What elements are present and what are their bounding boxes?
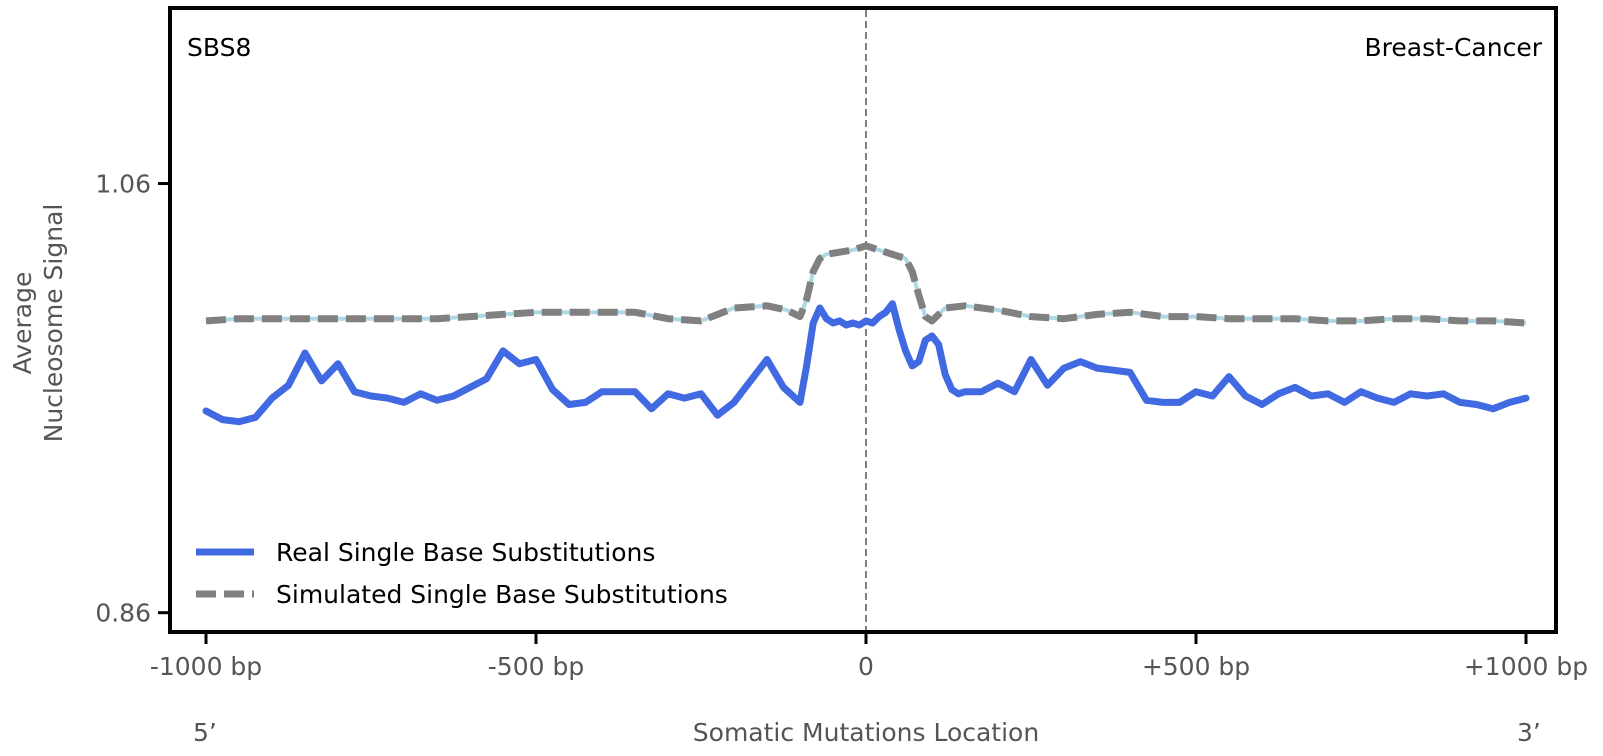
signature-label: SBS8 <box>187 33 251 62</box>
simulated-series-line <box>205 242 1527 327</box>
cancer-type-label: Breast-Cancer <box>1365 33 1543 62</box>
y-tick-label: 1.06 <box>95 170 151 199</box>
x-tick-label: -1000 bp <box>150 652 262 681</box>
five-prime-label: 5’ <box>193 718 217 747</box>
real-series-line <box>202 300 1530 426</box>
three-prime-label: 3’ <box>1517 718 1541 747</box>
x-axis-title: Somatic Mutations Location <box>693 718 1039 747</box>
legend-real-label: Real Single Base Substitutions <box>276 538 655 567</box>
y-tick-label: 0.86 <box>95 599 151 628</box>
y-axis-title-line2: Nucleosome Signal <box>39 204 68 443</box>
x-tick-label: 0 <box>858 652 874 681</box>
x-tick-label: -500 bp <box>488 652 584 681</box>
x-axis-ticks: -1000 bp -500 bp 0 +500 bp +1000 bp <box>150 632 1588 681</box>
legend: Real Single Base Substitutions Simulated… <box>196 538 728 609</box>
y-axis-title-line1: Average <box>8 272 37 375</box>
x-tick-label: +1000 bp <box>1464 652 1588 681</box>
legend-simulated-label: Simulated Single Base Substitutions <box>276 580 728 609</box>
x-tick-label: +500 bp <box>1142 652 1250 681</box>
y-axis-ticks: 1.06 0.86 <box>95 170 170 628</box>
